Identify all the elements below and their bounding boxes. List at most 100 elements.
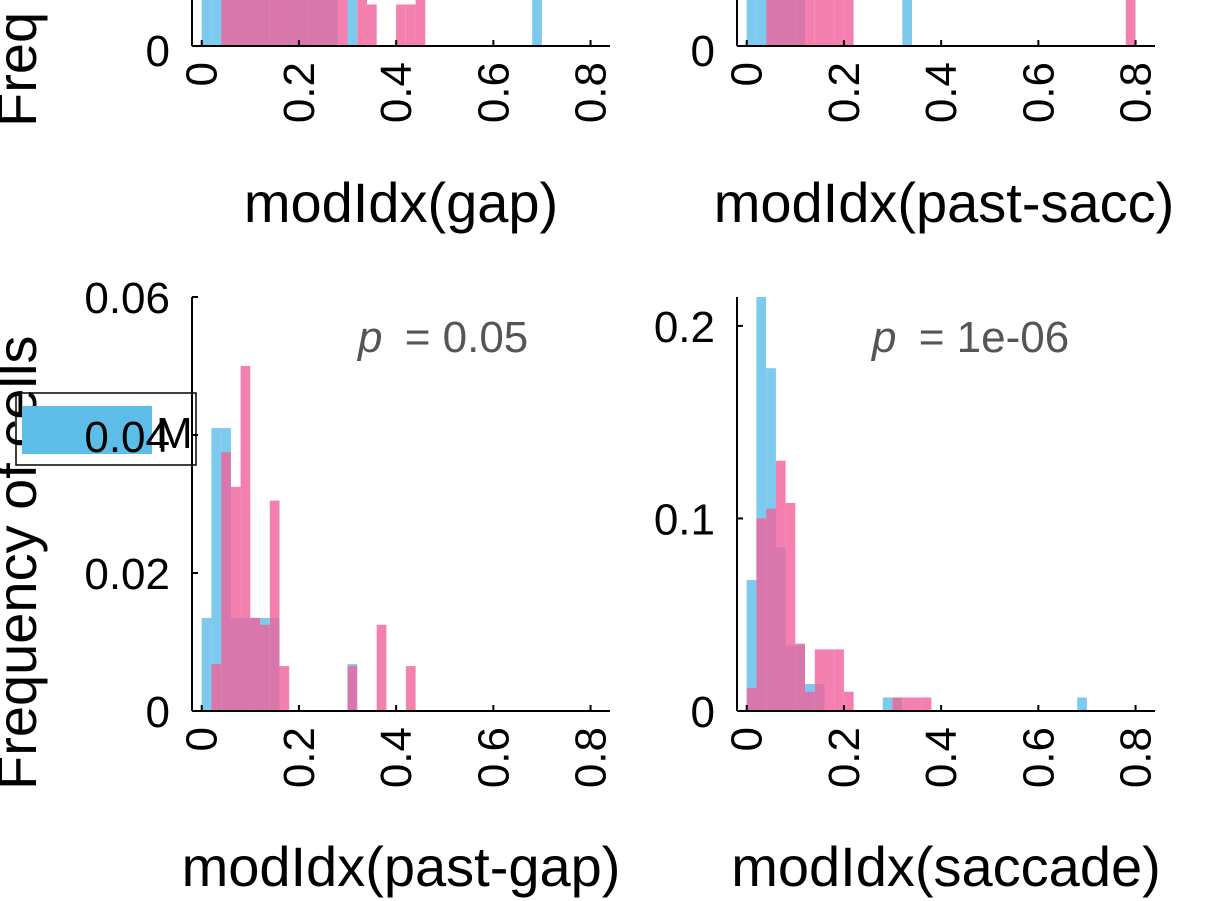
bar-gap-blue-34 — [532, 0, 542, 46]
bars-saccade — [746, 297, 1087, 711]
legend-swatch-blue — [22, 406, 152, 454]
xtick-label-saccade-1: 0.2 — [820, 727, 869, 788]
bar-saccade-pink-17 — [912, 697, 922, 711]
bar-saccade-pink-6 — [805, 691, 815, 711]
xtick-label-past-sacc-1: 0.2 — [820, 62, 869, 123]
bar-saccade-pink-0 — [746, 687, 757, 711]
bars-past-sacc — [746, 0, 1136, 46]
xtick-label-saccade-3: 0.6 — [1014, 727, 1063, 788]
bar-gap-blue-1 — [211, 0, 222, 46]
bar-saccade-pink-9 — [834, 649, 844, 711]
bar-past-gap-pink-21 — [405, 666, 416, 711]
bar-past-sacc-pink-7 — [814, 0, 825, 46]
bar-past-sacc-pink-9 — [834, 0, 844, 46]
bar-gap-pink-6 — [260, 0, 270, 46]
bar-saccade-pink-2 — [766, 508, 776, 711]
bar-past-sacc-pink-10 — [843, 0, 854, 46]
panel-saccade: 0 0.2 0.4 0.6 0.8 0 0.1 0.2 p = 1e-06 modIdx(s… — [654, 297, 1161, 898]
p-value-saccade: p = 1e-06 — [870, 313, 1069, 362]
bar-gap-pink-4 — [240, 0, 251, 46]
bar-gap-pink-7 — [269, 0, 280, 46]
bar-past-gap-pink-5 — [250, 617, 260, 711]
bar-past-gap-pink-18 — [376, 624, 387, 712]
bar-past-sacc-pink-5 — [795, 0, 805, 46]
ytick-0-gap: 0 — [146, 27, 170, 76]
bar-past-gap-pink-7 — [269, 500, 280, 711]
bars-gap — [201, 0, 542, 46]
p-text: = 0.05 — [405, 313, 529, 362]
bar-gap-blue-15 — [347, 0, 358, 46]
ylabel-top-fragment: Freq — [0, 12, 48, 127]
xticks-past-gap: 0 0.2 0.4 0.6 0.8 — [178, 705, 616, 788]
bar-saccade-pink-18 — [921, 697, 932, 711]
bar-past-gap-pink-3 — [230, 486, 241, 712]
panel-past-gap: 0 0.2 0.4 0.6 0.8 0 0.02 0.06 p = 0.05 modIdx(… — [84, 274, 620, 898]
bar-gap-pink-5 — [250, 0, 260, 46]
bar-saccade-pink-15 — [892, 697, 903, 711]
bar-saccade-pink-5 — [795, 643, 805, 711]
ytick-label-past-gap-3: 0.06 — [84, 274, 170, 323]
bar-saccade-pink-10 — [843, 691, 854, 711]
ytick-label-saccade-2: 0.2 — [654, 303, 715, 352]
bar-gap-blue-0 — [201, 0, 212, 46]
bar-past-sacc-pink-8 — [824, 0, 835, 46]
legend-label: M — [156, 409, 193, 458]
ytick-label-saccade-1: 0.1 — [654, 495, 715, 544]
xtick-label-past-gap-2: 0.4 — [372, 727, 421, 788]
bar-gap-pink-2 — [221, 0, 231, 46]
p-value-past-gap: p = 0.05 — [356, 313, 528, 362]
xtick-label-past-gap-0: 0 — [178, 727, 227, 751]
bar-gap-pink-8 — [279, 0, 290, 46]
xticks-gap: 0 0.2 0.4 0.6 0.8 — [178, 40, 616, 123]
bar-past-sacc-blue-0 — [746, 0, 757, 46]
xlabel-past-gap: modIdx(past-gap) — [182, 835, 621, 898]
yticks-past-gap: 0 0.02 0.06 — [84, 274, 198, 737]
xticks-past-sacc: 0 0.2 0.4 0.6 0.8 — [723, 40, 1161, 123]
bar-gap-pink-21 — [405, 4, 416, 46]
xtick-label-saccade-2: 0.4 — [917, 727, 966, 788]
bar-past-gap-pink-6 — [260, 624, 270, 712]
p-symbol: p — [356, 313, 382, 362]
bar-gap-pink-20 — [396, 4, 406, 46]
panel-gap: 0 0.2 0.4 0.6 0.8 0 modIdx(gap) — [146, 0, 616, 234]
bar-gap-pink-9 — [289, 0, 299, 46]
xtick-label-past-gap-3: 0.6 — [469, 727, 518, 788]
bar-past-gap-blue-0 — [201, 617, 212, 711]
bar-gap-pink-12 — [318, 0, 329, 46]
bar-gap-pink-13 — [328, 0, 338, 46]
bar-gap-pink-10 — [298, 0, 309, 46]
xtick-label-past-sacc-0: 0 — [723, 62, 772, 86]
ytick-0-past-sacc: 0 — [691, 27, 715, 76]
bar-gap-pink-3 — [230, 0, 241, 46]
bar-gap-pink-14 — [337, 0, 348, 46]
bar-past-sacc-blue-16 — [902, 0, 912, 46]
bar-saccade-blue-0 — [746, 580, 757, 711]
xtick-label-past-sacc-2: 0.4 — [917, 62, 966, 123]
xlabel-gap: modIdx(gap) — [244, 171, 558, 234]
xtick-label-past-gap-4: 0.8 — [567, 727, 616, 788]
xtick-label-gap-1: 0.2 — [275, 62, 324, 123]
p-symbol: p — [870, 313, 896, 362]
p-text: = 1e-06 — [919, 313, 1069, 362]
bar-saccade-pink-16 — [902, 697, 912, 711]
ytick-label-saccade-0: 0 — [691, 688, 715, 737]
bar-past-sacc-pink-4 — [785, 0, 796, 46]
xtick-label-gap-3: 0.6 — [469, 62, 518, 123]
bar-gap-pink-22 — [415, 0, 426, 46]
bar-past-gap-pink-1 — [211, 664, 222, 711]
bar-saccade-pink-1 — [756, 518, 767, 711]
bar-gap-pink-11 — [308, 0, 319, 46]
yticks-saccade: 0 0.1 0.2 — [654, 303, 743, 737]
bar-past-sacc-pink-3 — [775, 0, 786, 46]
xtick-label-gap-4: 0.8 — [567, 62, 616, 123]
xticks-saccade: 0 0.2 0.4 0.6 0.8 — [723, 705, 1161, 788]
bar-past-gap-pink-15 — [347, 666, 358, 711]
bar-past-sacc-pink-2 — [766, 0, 776, 46]
bar-past-gap-blue-1 — [211, 428, 222, 711]
bar-past-sacc-pink-39 — [1125, 0, 1136, 46]
bar-saccade-blue-34 — [1077, 697, 1087, 711]
xlabel-saccade: modIdx(saccade) — [731, 835, 1161, 898]
xtick-label-past-sacc-3: 0.6 — [1014, 62, 1063, 123]
bar-past-sacc-pink-6 — [805, 0, 815, 46]
